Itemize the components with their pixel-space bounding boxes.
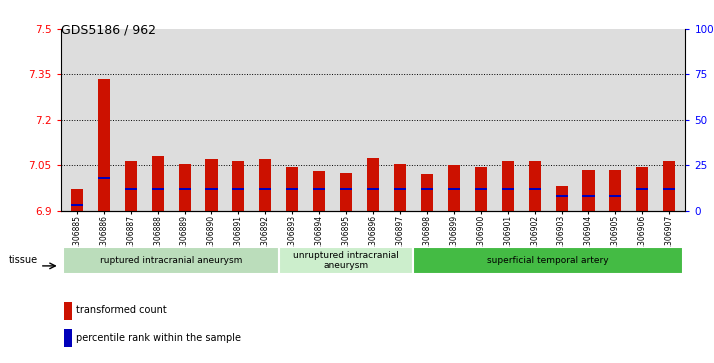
Bar: [259, 188, 271, 190]
Bar: [125, 160, 137, 211]
Bar: [313, 188, 326, 190]
Bar: [151, 188, 164, 190]
Text: percentile rank within the sample: percentile rank within the sample: [76, 333, 241, 343]
Bar: [178, 188, 191, 190]
Bar: [636, 167, 648, 211]
Bar: [64, 329, 72, 347]
Bar: [125, 188, 137, 190]
Bar: [502, 160, 514, 211]
FancyBboxPatch shape: [64, 248, 278, 274]
Text: transformed count: transformed count: [76, 305, 166, 315]
Bar: [394, 188, 406, 190]
Bar: [421, 188, 433, 190]
Bar: [394, 164, 406, 211]
FancyBboxPatch shape: [413, 248, 683, 274]
Bar: [475, 167, 487, 211]
Bar: [206, 159, 218, 211]
Bar: [232, 160, 244, 211]
Bar: [555, 195, 568, 197]
FancyBboxPatch shape: [278, 248, 413, 274]
Bar: [421, 174, 433, 211]
Bar: [636, 188, 648, 190]
Bar: [71, 204, 83, 206]
Bar: [98, 177, 110, 179]
Bar: [232, 188, 244, 190]
Bar: [502, 188, 514, 190]
Bar: [663, 188, 675, 190]
Bar: [340, 188, 352, 190]
Text: GDS5186 / 962: GDS5186 / 962: [61, 24, 156, 37]
Bar: [583, 170, 595, 211]
Bar: [609, 170, 621, 211]
Bar: [71, 189, 83, 211]
Bar: [528, 160, 540, 211]
Bar: [313, 171, 326, 211]
Bar: [555, 186, 568, 211]
Text: ruptured intracranial aneurysm: ruptured intracranial aneurysm: [100, 256, 242, 265]
Bar: [340, 173, 352, 211]
Text: tissue: tissue: [9, 255, 38, 265]
Bar: [663, 160, 675, 211]
Bar: [151, 156, 164, 211]
Bar: [98, 79, 110, 211]
Bar: [64, 302, 72, 320]
Text: superficial temporal artery: superficial temporal artery: [487, 256, 609, 265]
Bar: [206, 188, 218, 190]
Bar: [367, 188, 379, 190]
Bar: [475, 188, 487, 190]
Bar: [583, 195, 595, 197]
Bar: [259, 159, 271, 211]
Bar: [528, 188, 540, 190]
Text: unruptured intracranial
aneurysm: unruptured intracranial aneurysm: [293, 251, 399, 270]
Bar: [178, 164, 191, 211]
Bar: [367, 158, 379, 211]
Bar: [448, 165, 460, 211]
Bar: [448, 188, 460, 190]
Bar: [286, 167, 298, 211]
Bar: [286, 188, 298, 190]
Bar: [609, 195, 621, 197]
